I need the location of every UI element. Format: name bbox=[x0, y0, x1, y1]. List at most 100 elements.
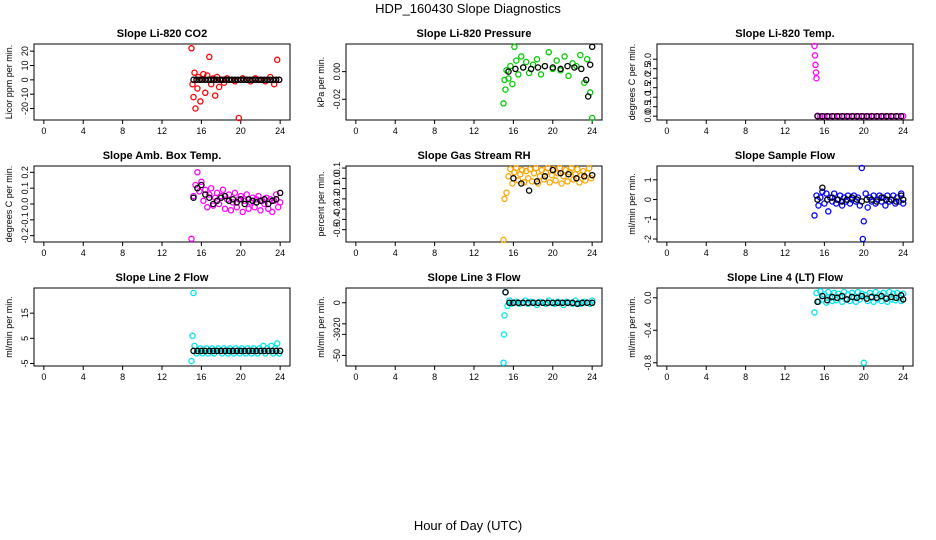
x-tick-label: 20 bbox=[236, 126, 246, 136]
data-point bbox=[526, 165, 534, 173]
data-point bbox=[513, 164, 520, 172]
x-tick-label: 24 bbox=[898, 126, 908, 136]
data-point bbox=[509, 80, 516, 88]
data-point bbox=[811, 212, 818, 219]
panel-9: Slope Line 4 (LT) Flow 0 4 8 12 16 20 24 -0.8 -0.… bbox=[627, 272, 914, 382]
x-tick-label: 8 bbox=[743, 126, 748, 136]
data-point bbox=[563, 298, 570, 305]
data-point bbox=[206, 347, 213, 355]
x-tick-label: 16 bbox=[196, 126, 206, 136]
data-point bbox=[233, 347, 241, 355]
data-point bbox=[225, 347, 233, 355]
series-hourly bbox=[814, 112, 905, 120]
data-point bbox=[221, 192, 229, 200]
x-tick-label: 4 bbox=[81, 372, 86, 382]
x-tick-label: 24 bbox=[898, 248, 908, 258]
data-point bbox=[209, 347, 217, 355]
data-point bbox=[255, 76, 262, 84]
data-point bbox=[210, 76, 218, 84]
data-point bbox=[235, 114, 243, 122]
data-point bbox=[272, 76, 280, 84]
data-point bbox=[811, 42, 818, 50]
data-point bbox=[578, 65, 585, 73]
data-point bbox=[899, 112, 907, 120]
data-point bbox=[564, 178, 571, 185]
data-point bbox=[557, 169, 564, 177]
y-tick-label: 0.1 bbox=[20, 182, 30, 195]
panel-5: Slope Gas Stream RH0 4 8 12 16 20 24-0.5-0.4-0… bbox=[316, 150, 603, 258]
data-point bbox=[267, 76, 274, 84]
plot-frame bbox=[33, 287, 291, 367]
data-point bbox=[520, 179, 528, 186]
x-tick-label: 20 bbox=[859, 248, 869, 258]
data-point bbox=[862, 190, 869, 197]
x-tick-label: 12 bbox=[780, 248, 790, 258]
data-point bbox=[512, 65, 519, 73]
data-point bbox=[261, 76, 268, 84]
data-point bbox=[568, 164, 575, 172]
data-point bbox=[558, 180, 565, 187]
data-point bbox=[225, 76, 233, 84]
x-tick-label: 8 bbox=[432, 372, 437, 382]
data-point bbox=[525, 187, 533, 194]
data-point bbox=[884, 192, 891, 199]
data-point bbox=[532, 164, 540, 172]
series-hourly bbox=[190, 347, 284, 355]
data-point bbox=[505, 68, 512, 75]
x-tick-label: 16 bbox=[508, 372, 518, 382]
data-point bbox=[209, 200, 217, 208]
data-point bbox=[859, 235, 867, 243]
data-point bbox=[188, 45, 195, 52]
data-point bbox=[581, 173, 588, 180]
data-point bbox=[198, 178, 205, 186]
x-tick-label: 20 bbox=[859, 372, 869, 382]
data-point bbox=[882, 202, 889, 209]
y-tick-label: 1.5 bbox=[643, 81, 653, 94]
y-tick-label: -0.5 bbox=[332, 222, 342, 238]
x-tick-label: 16 bbox=[508, 248, 518, 258]
data-point bbox=[207, 76, 215, 84]
data-point bbox=[576, 179, 583, 186]
data-point bbox=[194, 169, 201, 176]
data-point bbox=[549, 166, 557, 174]
data-point bbox=[573, 175, 580, 182]
panel-title: Slope Li-820 CO2 bbox=[117, 28, 207, 40]
data-point bbox=[546, 179, 554, 186]
x-tick-label: 24 bbox=[275, 126, 285, 136]
data-point bbox=[276, 189, 284, 197]
x-tick-label: 20 bbox=[859, 126, 869, 136]
data-point bbox=[506, 299, 513, 307]
data-point bbox=[207, 80, 215, 88]
data-point bbox=[211, 92, 219, 99]
data-point bbox=[219, 76, 227, 84]
data-point bbox=[511, 43, 518, 51]
data-point bbox=[200, 197, 207, 205]
series-all bbox=[500, 288, 596, 367]
x-tick-label: 16 bbox=[196, 248, 206, 258]
data-point bbox=[858, 164, 866, 172]
data-point bbox=[257, 207, 264, 214]
data-point bbox=[194, 85, 201, 92]
data-point bbox=[192, 105, 199, 112]
y-tick-label: -50 bbox=[332, 349, 342, 362]
data-point bbox=[507, 165, 514, 173]
data-point bbox=[219, 186, 227, 194]
data-point bbox=[897, 190, 905, 197]
data-point bbox=[269, 347, 276, 355]
data-point bbox=[893, 198, 900, 205]
x-tick-label: 0 bbox=[353, 372, 358, 382]
data-point bbox=[500, 100, 507, 107]
data-point bbox=[813, 74, 820, 82]
data-point bbox=[276, 199, 284, 206]
x-tick-label: 4 bbox=[704, 372, 709, 382]
y-tick-label: 0.0 bbox=[20, 198, 30, 211]
x-tick-label: 0 bbox=[41, 126, 46, 136]
y-tick-label: -2 bbox=[643, 235, 653, 243]
data-point bbox=[188, 235, 195, 243]
data-point bbox=[858, 292, 866, 300]
data-point bbox=[191, 342, 198, 350]
data-point bbox=[518, 166, 526, 174]
data-point bbox=[585, 164, 593, 172]
data-point bbox=[502, 288, 509, 296]
x-tick-label: 4 bbox=[704, 248, 709, 258]
